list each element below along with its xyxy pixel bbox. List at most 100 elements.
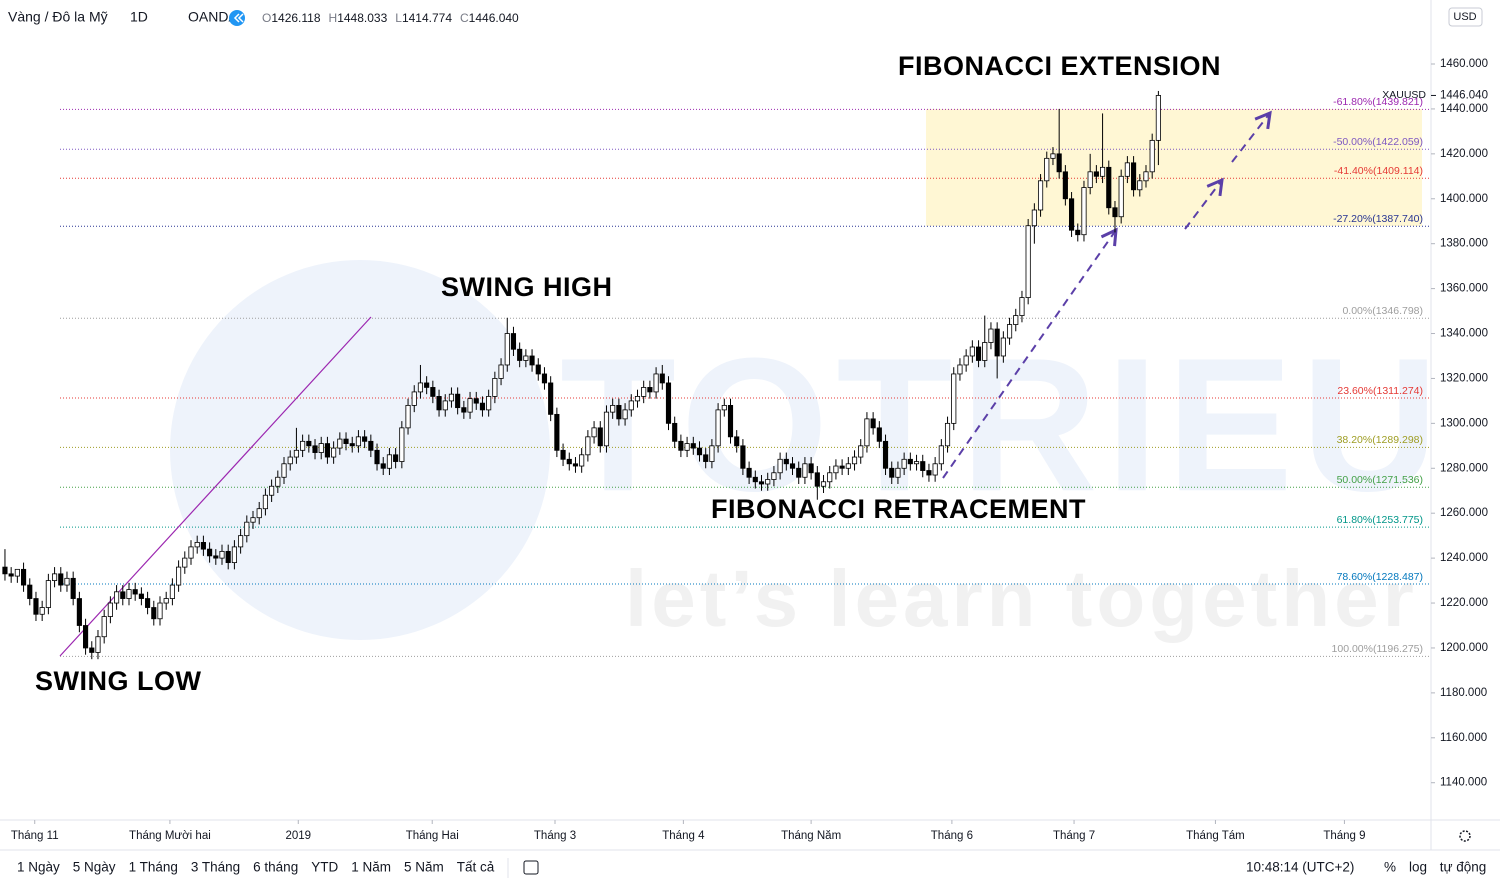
range-button[interactable]: 5 Năm [404,860,444,875]
candle-body [1087,171,1093,188]
candle-body [1000,337,1006,357]
candle-body [269,485,275,496]
candle-body [889,467,895,478]
candle-body [535,364,541,375]
candle-body [250,517,256,523]
candle-body [975,346,982,361]
settings-icon[interactable] [1459,830,1471,842]
candle-body [1075,229,1081,236]
range-button[interactable]: 1 Năm [351,860,391,875]
candle-body [163,598,169,604]
collapse-button[interactable] [229,10,245,26]
annotation: FIBONACCI EXTENSION [898,51,1221,81]
y-tick-label: 1400.000 [1440,193,1488,205]
candle-body [64,577,70,586]
option-button[interactable]: % [1384,860,1396,875]
y-tick-label: 1160.000 [1440,732,1487,744]
y-tick-label: 1220.000 [1440,597,1488,609]
candle-body [14,568,20,577]
candle-body [1106,166,1112,209]
candle-body [293,449,299,458]
candle-body [76,598,82,626]
symbol-title[interactable]: Vàng / Đô la Mỹ [8,9,108,25]
candle-body [169,584,175,599]
candle-body [287,456,293,465]
candle-body [938,445,944,465]
candle-body [430,387,436,397]
candle-body [1131,162,1137,191]
candle-body [758,481,765,485]
candle-body [839,465,845,469]
candle-body [157,602,163,620]
range-button[interactable]: 3 Tháng [191,860,240,875]
candle-body [436,396,442,411]
candle-body [690,443,696,449]
interval[interactable]: 1D [130,9,148,25]
currency-box[interactable] [1448,7,1483,27]
candle-body [541,373,548,384]
candle-body [560,449,566,460]
candle-body [448,393,455,402]
range-button[interactable]: YTD [311,860,338,875]
candle-body [486,396,492,411]
date-range-icon[interactable] [523,860,539,875]
candle-body [101,616,107,638]
x-tick-label: Tháng Năm [781,830,841,842]
source: OANDA [188,9,238,25]
ohlc-value: 1426.118 [271,11,320,25]
x-tick-label: Tháng 7 [1053,830,1095,842]
range-button[interactable]: 1 Tháng [129,860,178,875]
candle-body [622,409,628,420]
currency[interactable]: USD [1453,11,1476,23]
x-tick-label: Tháng Tám [1186,830,1245,842]
y-tick-label: 1440.000 [1440,103,1488,115]
candle-body [1044,157,1050,182]
range-button[interactable]: 5 Ngày [73,860,116,875]
candle-body [275,476,281,487]
candle-body [827,472,833,483]
fib-level-label: 50.00%(1271.536) [1337,474,1423,486]
candle-body [907,458,913,465]
price-axis [1431,0,1500,820]
clock[interactable]: 10:48:14 (UTC+2) [1246,860,1354,875]
candle-body [492,378,498,397]
symbol-label: XAUUSD [1382,89,1426,101]
candle-body [1037,180,1044,211]
candle-body [349,443,355,447]
candle-body [120,591,126,599]
x-tick-label: 2019 [285,830,311,842]
candle-body [783,458,789,465]
range-button[interactable]: Tất cả [457,860,495,875]
ohlc-value: 1446.040 [469,11,519,25]
option-button[interactable]: log [1409,860,1427,875]
candle-body [653,373,659,393]
y-tick-label: 1140.000 [1440,777,1487,789]
candle-body [554,413,560,451]
range-button[interactable]: 6 tháng [253,860,298,875]
candle-body [1031,209,1037,227]
candle-body [709,445,715,462]
candle-body [89,647,95,653]
candle-body [610,404,616,413]
candle-body [932,463,938,476]
candle-body [1143,171,1149,182]
candle-body [548,382,554,415]
candle-body [207,548,213,557]
candle-body [665,382,672,424]
annotation: FIBONACCI RETRACEMENT [711,494,1086,524]
range-button[interactable]: 1 Ngày [17,860,60,875]
candle-body [523,355,529,361]
candle-body [1081,187,1087,236]
option-button[interactable]: tự động [1440,860,1487,875]
y-tick-label: 1280.000 [1440,462,1488,474]
candle-body [684,443,690,451]
ohlc-letter: H [329,11,338,25]
y-tick-label: 1320.000 [1440,372,1488,384]
candle-body [461,407,467,413]
x-tick-label: Tháng 4 [662,830,705,842]
candle-body [1062,171,1068,200]
candle-body [467,398,473,413]
y-tick-label: 1360.000 [1440,283,1488,295]
candle-body [858,445,864,458]
